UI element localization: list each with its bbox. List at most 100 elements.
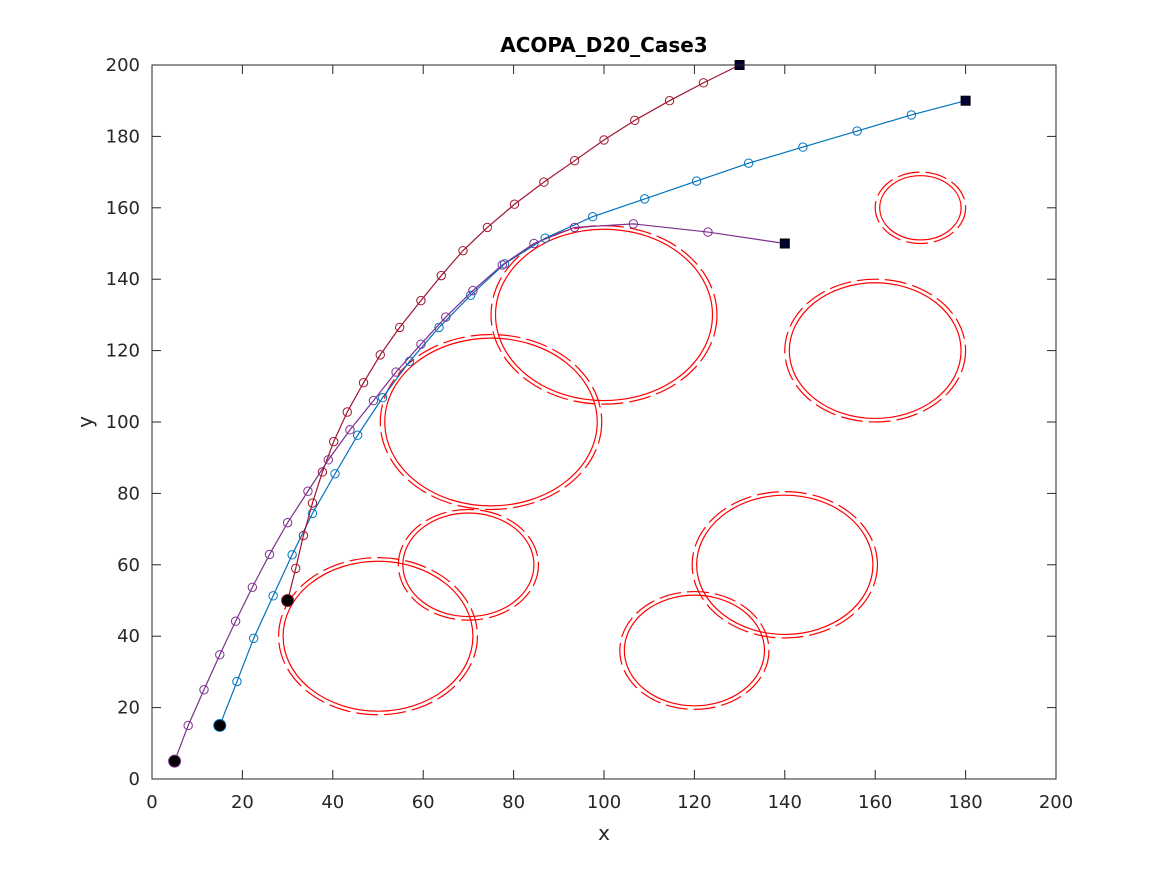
path-point	[691, 176, 702, 186]
path-point	[307, 508, 318, 519]
y-tick-label: 60	[117, 555, 140, 576]
path-point	[468, 285, 478, 296]
y-tick-label: 100	[106, 412, 140, 433]
path-point	[630, 115, 640, 126]
path-point	[287, 550, 297, 560]
x-tick-label: 0	[146, 792, 157, 813]
y-tick-label: 0	[129, 769, 140, 790]
path-point	[416, 295, 426, 306]
y-tick-label: 140	[106, 269, 140, 290]
path-point	[906, 110, 917, 120]
path-point	[330, 469, 340, 479]
path-point	[465, 290, 476, 300]
obstacle-2	[397, 508, 540, 621]
path-point	[247, 582, 258, 592]
path-point	[639, 194, 650, 204]
path-point	[249, 633, 259, 644]
x-tick-label: 180	[948, 792, 982, 813]
path-point	[664, 96, 675, 106]
obstacle-circle	[788, 282, 962, 420]
series-layer	[168, 60, 971, 768]
path-point	[499, 259, 510, 269]
obstacle-safety-circle	[691, 491, 879, 639]
path-point	[291, 563, 301, 574]
x-tick-label: 160	[858, 792, 892, 813]
path-point	[458, 245, 468, 256]
path-point	[698, 78, 709, 88]
obstacle-circle	[623, 594, 766, 707]
path-point	[232, 676, 242, 687]
obstacle-6	[691, 491, 879, 639]
path-point	[215, 650, 225, 660]
path-point	[628, 219, 639, 229]
axes-box	[151, 64, 1057, 780]
x-tick-label: 20	[231, 792, 254, 813]
obstacle-safety-circle	[379, 333, 603, 511]
obstacle-circle	[494, 228, 714, 402]
path-point	[540, 233, 550, 243]
x-tick-label: 40	[321, 792, 344, 813]
path-point	[588, 212, 598, 222]
path-point	[852, 126, 862, 136]
path-point	[743, 158, 754, 168]
path-point	[183, 720, 193, 731]
goal-marker	[779, 238, 790, 249]
x-tick-label: 80	[502, 792, 525, 813]
y-tick-label: 200	[106, 55, 140, 76]
obstacle-circle	[402, 512, 535, 618]
path-point	[391, 367, 401, 377]
path-point	[497, 260, 507, 270]
x-tick-label: 120	[677, 792, 711, 813]
path-point	[569, 222, 580, 233]
start-marker	[281, 594, 295, 607]
path-point	[798, 142, 808, 152]
path-line	[287, 64, 740, 601]
obstacle-circle	[879, 175, 962, 241]
y-tick-label: 160	[106, 198, 140, 219]
path-point	[317, 467, 328, 477]
obstacle-safety-circle	[784, 278, 967, 423]
obstacle-safety-circle	[397, 508, 540, 621]
path-point	[298, 530, 309, 541]
path-point	[599, 135, 609, 145]
path-point	[199, 685, 209, 695]
y-tick-label: 20	[117, 698, 140, 719]
x-tick-label: 200	[1039, 792, 1073, 813]
obstacle-circle	[696, 494, 874, 636]
x-axis-label: x	[598, 821, 610, 845]
path-series-1	[213, 95, 971, 732]
x-tick-label: 140	[768, 792, 802, 813]
obstacle-safety-circle	[619, 590, 770, 710]
path-point	[539, 177, 549, 187]
path-point	[345, 425, 355, 435]
path-point	[394, 322, 405, 333]
path-line	[174, 223, 785, 762]
path-point	[323, 455, 333, 465]
path-point	[264, 549, 275, 560]
y-tick-label: 80	[117, 483, 140, 504]
path-point	[375, 350, 385, 360]
ticks-layer: 0 20 40 60 80 100 120 140 160 180 200 0 20 40 60 80 100 1…	[106, 55, 1074, 813]
path-point	[436, 270, 446, 281]
obstacle-circle	[282, 560, 474, 712]
goal-marker	[960, 95, 971, 106]
path-point	[529, 238, 539, 249]
obstacle-3	[379, 333, 603, 511]
path-point	[416, 339, 426, 349]
path-point	[268, 591, 278, 601]
obstacle-safety-circle	[874, 171, 967, 245]
obstacle-circle	[384, 337, 598, 507]
path-point	[441, 312, 451, 322]
path-point	[703, 227, 713, 237]
start-marker	[213, 718, 227, 732]
obstacle-5	[619, 590, 770, 710]
path-point	[230, 616, 241, 626]
path-series-3	[168, 219, 790, 768]
path-point	[509, 199, 520, 209]
path-point	[352, 430, 363, 440]
path-point	[377, 393, 388, 403]
x-tick-label: 100	[587, 792, 621, 813]
path-point	[358, 378, 369, 388]
path-point	[329, 436, 339, 447]
